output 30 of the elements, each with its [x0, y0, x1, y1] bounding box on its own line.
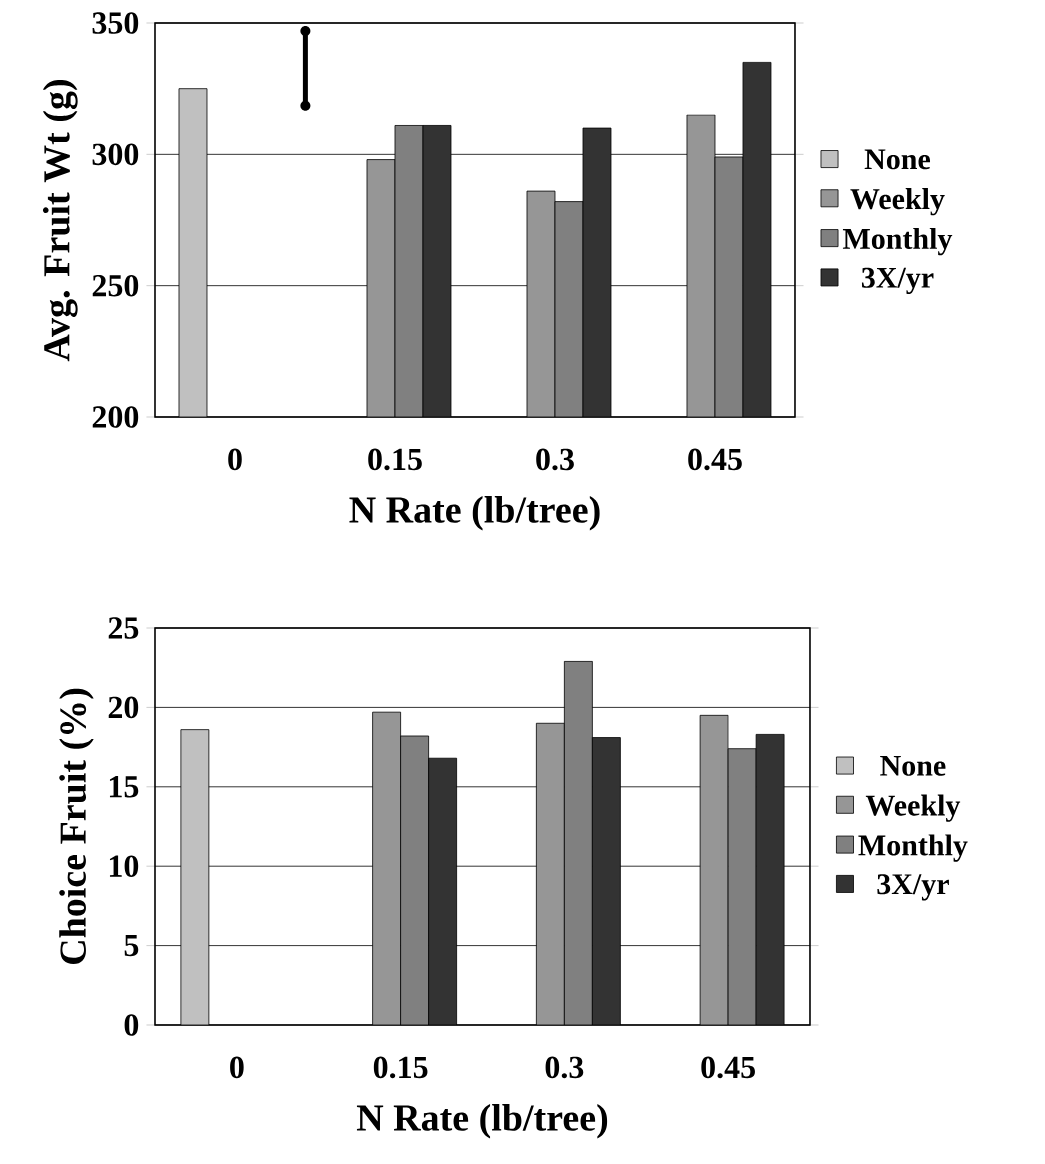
y-tick-label: 250	[92, 274, 139, 297]
y-axis-title: Avg. Fruit Wt (g)	[42, 80, 78, 362]
x-tick-label: 0.45	[688, 448, 742, 471]
legend-label: 3X/yr	[861, 267, 934, 295]
x-tick-label: 0	[230, 1056, 244, 1079]
x-axis-title: N Rate (lb/tree)	[349, 496, 600, 531]
y-tick-label: 0	[124, 1014, 139, 1036]
y-tick-label: 10	[109, 855, 139, 877]
x-tick-label: 0.15	[373, 1056, 428, 1079]
legend-label: Monthly	[842, 227, 953, 256]
y-tick-label: 200	[92, 406, 139, 428]
y-axis-title: Choice Fruit (%)	[59, 688, 94, 964]
x-tick-label: 0.15	[368, 448, 422, 471]
y-tick-label: 350	[92, 12, 139, 34]
y-tick-label: 20	[108, 696, 139, 719]
x-tick-label: 0.45	[701, 1056, 755, 1079]
y-tick-label: 25	[108, 617, 139, 639]
x-tick-label: 0	[228, 448, 242, 471]
y-tick-label: 300	[92, 143, 139, 166]
legend-label: Weekly	[850, 188, 945, 216]
y-tick-label: 5	[124, 934, 139, 957]
x-tick-label: 0.3	[536, 448, 574, 471]
legend-label: None	[864, 149, 931, 170]
legend-label: 3X/yr	[877, 874, 949, 901]
legend-label: Weekly	[865, 794, 961, 822]
legend-label: Monthly	[858, 834, 968, 862]
legend-label: None	[880, 755, 946, 776]
x-tick-label: 0.3	[545, 1056, 584, 1079]
y-tick-label: 15	[109, 776, 139, 798]
x-axis-title: N Rate (lb/tree)	[356, 1104, 608, 1139]
